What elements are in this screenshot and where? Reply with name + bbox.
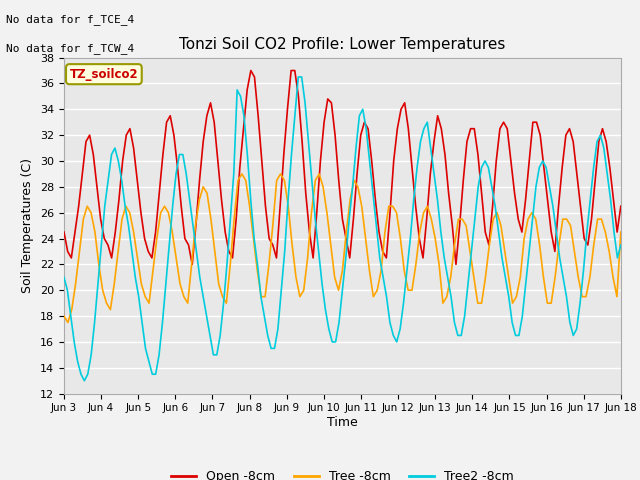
- Text: TZ_soilco2: TZ_soilco2: [70, 68, 138, 81]
- Title: Tonzi Soil CO2 Profile: Lower Temperatures: Tonzi Soil CO2 Profile: Lower Temperatur…: [179, 37, 506, 52]
- Y-axis label: Soil Temperatures (C): Soil Temperatures (C): [22, 158, 35, 293]
- Text: No data for f_TCW_4: No data for f_TCW_4: [6, 43, 134, 54]
- Legend: Open -8cm, Tree -8cm, Tree2 -8cm: Open -8cm, Tree -8cm, Tree2 -8cm: [166, 465, 519, 480]
- Text: No data for f_TCE_4: No data for f_TCE_4: [6, 14, 134, 25]
- X-axis label: Time: Time: [327, 416, 358, 429]
